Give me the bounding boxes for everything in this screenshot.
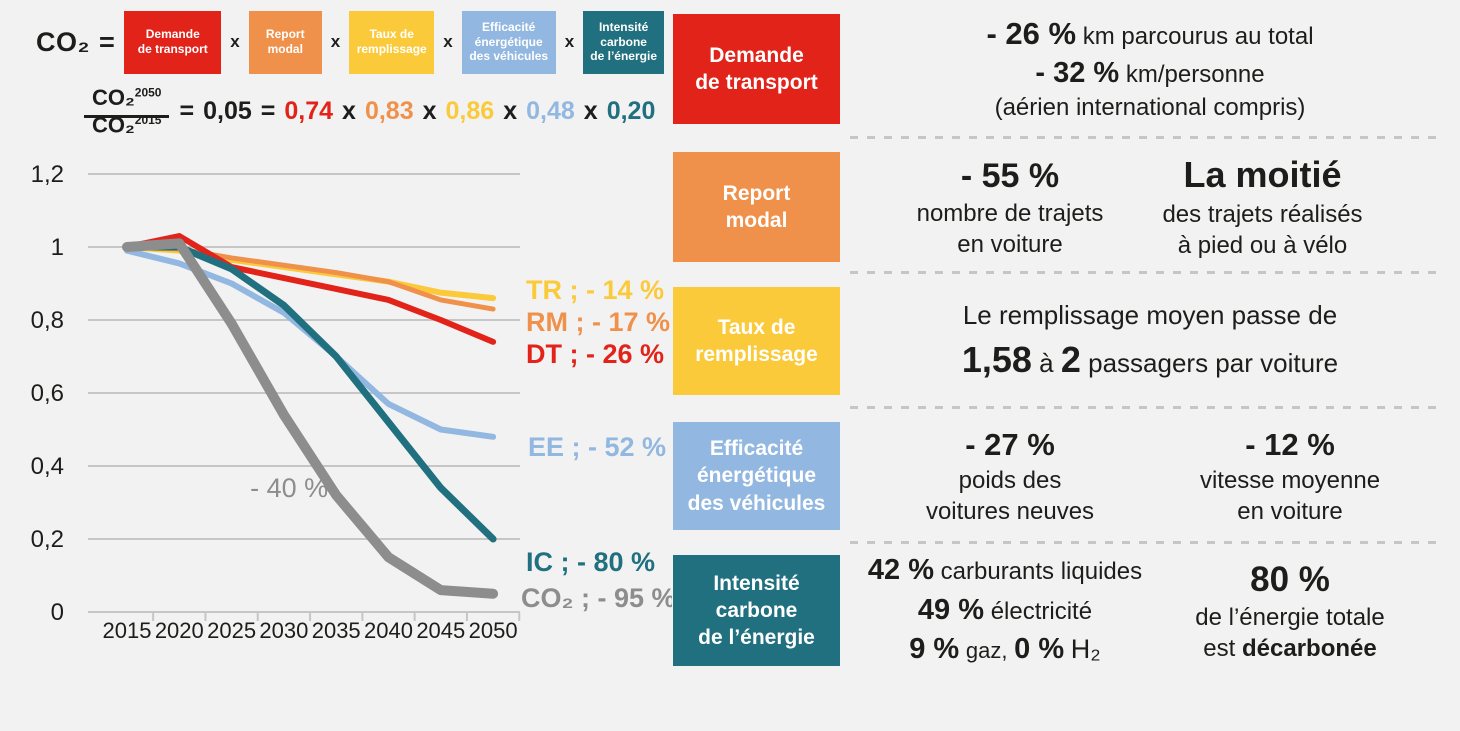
y-tick-label: 1,2 <box>31 161 64 188</box>
efficacite-left-text: poids des voitures neuves <box>925 466 1095 526</box>
y-tick-label: 0,4 <box>31 453 64 480</box>
efficacite-left-value: - 27 % <box>965 426 1055 462</box>
x-tick-label: 2035 <box>312 618 361 643</box>
co2-fraction: CO₂2050 CO₂2015 <box>84 82 170 137</box>
factor-rm-value: 0,83 <box>364 96 414 125</box>
y-tick-label: 1 <box>51 234 64 261</box>
panel-box-report-modal: Report modal <box>673 152 840 262</box>
intensite-line1: 42 % carburants liquides <box>867 553 1143 586</box>
factor-tr-value: 0,86 <box>445 96 495 125</box>
co2-decomposition-line-chart: 00,20,40,60,811,22015 2020 2025 2030 2035 204… <box>31 161 672 643</box>
y-tick-label: 0,6 <box>31 380 64 407</box>
line-label-CO2: CO₂ ; - 95 % <box>521 583 672 613</box>
report-left-text: nombre de trajets en voiture <box>916 199 1104 259</box>
row-report-right: La moitié des trajets réalisés à pied ou… <box>1140 150 1385 264</box>
fraction-numerator: CO₂2050 <box>84 82 170 118</box>
remplissage-line1: Le remplissage moyen passe de <box>962 299 1338 330</box>
remplissage-line2: 1,58 à 2 passagers par voiture <box>961 338 1339 380</box>
panel-box-taux-de-remplissage: Taux de remplissage <box>673 287 840 395</box>
row-intensite-right: 80 % de l’énergie totale est décarbonée <box>1160 553 1420 668</box>
line-label-DT: DT ; - 26 % <box>526 339 664 369</box>
row-demande-line3: (aérien international compris) <box>994 94 1306 122</box>
line-label-IC: IC ; - 80 % <box>526 547 655 577</box>
intensite-line3: 9 % gaz, 0 % H₂ <box>909 633 1101 666</box>
panel-box-intensite-carbone: Intensité carbone de l’énergie <box>673 555 840 666</box>
panel-box-efficacite-energetique: Efficacité énergétique des véhicules <box>673 422 840 530</box>
line-DT <box>124 233 497 345</box>
formula-equals: = <box>99 26 116 57</box>
x-tick-label: 2015 <box>103 618 152 643</box>
intensite-right-line1: de l’énergie totale <box>1195 604 1385 632</box>
equation-result-text: = 0,05 = 0,74 x 0,83 x 0,86 x 0,48 x 0,2… <box>179 97 655 126</box>
x-tick-label: 2030 <box>259 618 308 643</box>
factor-ic-value: 0,20 <box>606 96 656 125</box>
report-left-value: - 55 % <box>960 156 1060 195</box>
times-operator: x <box>564 32 575 51</box>
line-label-EE: EE ; - 52 % <box>528 432 666 462</box>
x-tick-label: 2020 <box>155 618 204 643</box>
panel-box-demande-de-transport: Demande de transport <box>673 14 840 124</box>
efficacite-right-value: - 12 % <box>1245 426 1335 462</box>
dashed-separator <box>850 406 1445 409</box>
y-tick-label: 0 <box>51 599 64 626</box>
times-operator: x <box>503 96 518 125</box>
row-remplissage-content: Le remplissage moyen passe de 1,58 à 2 p… <box>850 287 1450 395</box>
row-report-left: - 55 % nombre de trajets en voiture <box>855 150 1165 264</box>
equals-sign: = <box>260 96 276 125</box>
annotation-minus-40: - 40 % <box>250 473 328 503</box>
y-tick-label: 0,2 <box>31 526 64 553</box>
factor-ee-value: 0,48 <box>526 96 575 125</box>
row-efficacite-right: - 12 % vitesse moyenne en voiture <box>1150 420 1430 532</box>
report-right-value: La moitié <box>1183 154 1342 196</box>
times-operator: x <box>330 32 341 51</box>
x-tick-label: 2050 <box>469 618 518 643</box>
x-tick-label: 2025 <box>207 618 256 643</box>
dashed-separator <box>850 271 1445 274</box>
formula-box-demande-de-transport: Demande de transport <box>124 10 222 74</box>
fraction-denominator: CO₂2015 <box>92 111 162 137</box>
row-intensite-left: 42 % carburants liquides 49 % électricit… <box>845 553 1165 668</box>
row-demande-line2: - 32 % km/personne <box>1035 56 1265 89</box>
times-operator: x <box>342 96 356 125</box>
line-label-TR: TR ; - 14 % <box>526 275 664 305</box>
line-CO2 <box>122 238 499 599</box>
times-operator: x <box>443 32 453 51</box>
efficacite-right-text: vitesse moyenne en voiture <box>1199 466 1381 526</box>
formula-box-taux-de-remplissage: Taux de remplissage <box>349 10 435 74</box>
times-operator: x <box>422 96 437 125</box>
formula-box-report-modal: Report modal <box>248 10 322 74</box>
line-EE <box>124 247 497 440</box>
formula-box-efficacite-energetique: Efficacité énergétique des véhicules <box>461 10 556 74</box>
times-operator: x <box>230 32 240 51</box>
x-tick-label: 2040 <box>364 618 413 643</box>
intensite-line2: 49 % électricité <box>917 593 1093 626</box>
times-operator: x <box>583 96 598 125</box>
line-label-RM: RM ; - 17 % <box>526 307 670 337</box>
co2-ratio-equation: CO₂2050 CO₂2015 = 0,05 = 0,74 x 0,83 x 0… <box>84 78 655 144</box>
row-efficacite-left: - 27 % poids des voitures neuves <box>855 420 1165 532</box>
dashed-separator <box>850 541 1445 544</box>
row-demande-content: - 26 % km parcourus au total - 32 % km/p… <box>850 12 1450 126</box>
intensite-right-value: 80 % <box>1250 559 1330 599</box>
formula-box-intensite-carbone: Intensité carbone de l’énergie <box>583 10 665 74</box>
equals-sign: = <box>179 96 195 125</box>
x-tick-label: 2045 <box>416 618 465 643</box>
co2-formula: CO₂ = Demande de transport x Report moda… <box>36 8 665 76</box>
equation-result: 0,05 <box>203 96 252 125</box>
intensite-right-line2: est décarbonée <box>1203 635 1377 663</box>
report-right-text: des trajets réalisés à pied ou à vélo <box>1162 201 1363 260</box>
y-tick-label: 0,8 <box>31 307 64 334</box>
row-demande-line1: - 26 % km parcourus au total <box>986 16 1314 52</box>
formula-lhs: CO₂ <box>36 26 90 57</box>
factor-dt-value: 0,74 <box>284 96 334 125</box>
dashed-separator <box>850 136 1445 139</box>
